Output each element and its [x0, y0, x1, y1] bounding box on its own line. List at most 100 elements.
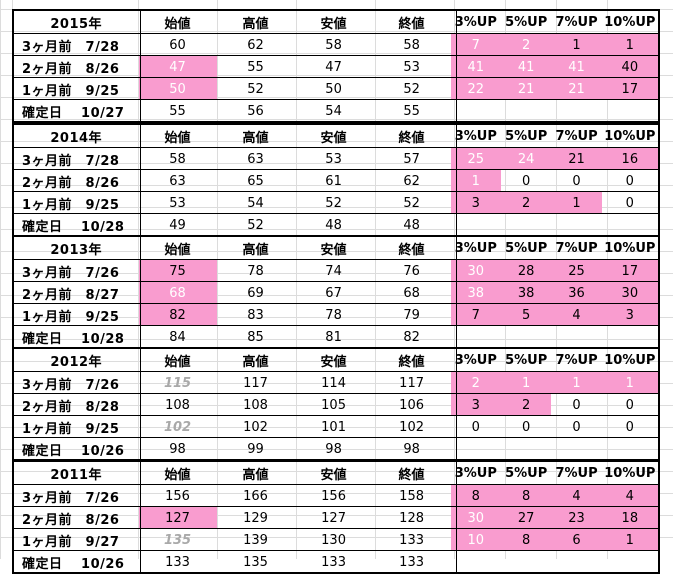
value-cell[interactable]: 68 [403, 285, 420, 301]
value-cell[interactable]: 48 [403, 217, 420, 233]
column-header[interactable]: 高値 [242, 130, 269, 146]
value-cell[interactable]: 60 [169, 37, 186, 53]
value-cell[interactable]: 52 [325, 195, 342, 211]
value-cell[interactable]: 58 [325, 37, 342, 53]
value-cell[interactable]: 117 [243, 375, 268, 391]
value-cell[interactable]: 79 [403, 307, 420, 323]
value-cell[interactable]: 2 [500, 34, 552, 56]
value-cell[interactable]: 50 [325, 81, 342, 97]
column-header[interactable]: 終値 [398, 130, 425, 146]
year-label[interactable]: 2015年 [50, 16, 103, 32]
value-cell[interactable]: 133 [399, 532, 424, 548]
value-cell[interactable]: 1 [601, 34, 658, 56]
row-label[interactable]: 1ヶ月前 9/25 [22, 421, 120, 437]
value-cell[interactable] [501, 551, 551, 573]
value-cell[interactable]: 108 [165, 397, 190, 413]
value-cell[interactable] [501, 326, 551, 348]
value-cell[interactable]: 129 [243, 510, 268, 526]
value-cell[interactable]: 156 [321, 488, 346, 504]
column-header[interactable]: 5%UP [505, 128, 548, 144]
value-cell[interactable] [551, 214, 601, 236]
year-label[interactable]: 2014年 [50, 130, 103, 146]
value-cell[interactable]: 68 [138, 282, 217, 304]
value-cell[interactable]: 8 [450, 485, 501, 507]
value-cell[interactable]: 1 [601, 529, 658, 551]
column-header[interactable]: 安値 [320, 467, 347, 483]
value-cell[interactable]: 102 [243, 419, 268, 435]
value-cell[interactable]: 52 [403, 195, 420, 211]
value-cell[interactable]: 1 [450, 170, 501, 192]
value-cell[interactable]: 30 [601, 282, 658, 304]
value-cell[interactable] [602, 214, 658, 236]
row-label[interactable]: 3ヶ月前 7/26 [22, 265, 120, 281]
value-cell[interactable]: 49 [169, 217, 186, 233]
value-cell[interactable]: 75 [138, 260, 217, 282]
column-header[interactable]: 5%UP [505, 465, 548, 481]
value-cell[interactable]: 0 [521, 419, 531, 435]
value-cell[interactable]: 30 [450, 507, 501, 529]
value-cell[interactable]: 56 [247, 103, 264, 119]
column-header[interactable]: 終値 [398, 467, 425, 483]
column-header[interactable]: 安値 [320, 354, 347, 370]
value-cell[interactable]: 52 [403, 81, 420, 97]
column-header[interactable]: 3%UP [454, 128, 497, 144]
value-cell[interactable]: 78 [325, 307, 342, 323]
value-cell[interactable]: 0 [572, 397, 581, 413]
column-header[interactable]: 始値 [164, 16, 191, 32]
column-header[interactable]: 終値 [398, 16, 425, 32]
value-cell[interactable]: 128 [399, 510, 424, 526]
value-cell[interactable] [451, 551, 501, 573]
value-cell[interactable]: 2 [500, 192, 552, 214]
column-header[interactable]: 5%UP [505, 240, 548, 256]
value-cell[interactable]: 63 [169, 173, 186, 189]
value-cell[interactable]: 17 [601, 260, 658, 282]
row-label[interactable]: 3ヶ月前 7/26 [22, 377, 120, 393]
value-cell[interactable]: 48 [325, 217, 342, 233]
value-cell[interactable]: 54 [247, 195, 264, 211]
row-label[interactable]: 確定日 10/28 [22, 219, 125, 235]
value-cell[interactable]: 0 [625, 419, 634, 435]
value-cell[interactable]: 156 [165, 488, 190, 504]
value-cell[interactable]: 23 [551, 507, 602, 529]
column-header[interactable]: 10%UP [604, 465, 656, 481]
column-header[interactable]: 7%UP [555, 14, 598, 30]
column-header[interactable]: 3%UP [454, 14, 497, 30]
row-label[interactable]: 確定日 10/28 [22, 331, 125, 347]
value-cell[interactable]: 57 [403, 151, 420, 167]
value-cell[interactable]: 7 [450, 304, 501, 326]
column-header[interactable]: 終値 [398, 242, 425, 258]
row-label[interactable]: 1ヶ月前 9/25 [22, 197, 120, 213]
value-cell[interactable] [451, 438, 501, 460]
column-header[interactable]: 始値 [164, 467, 191, 483]
row-label[interactable]: 1ヶ月前 9/27 [22, 534, 120, 550]
value-cell[interactable]: 67 [325, 285, 342, 301]
row-label[interactable]: 1ヶ月前 9/25 [22, 309, 120, 325]
column-header[interactable]: 7%UP [555, 465, 598, 481]
value-cell[interactable]: 53 [325, 151, 342, 167]
column-header[interactable]: 3%UP [454, 465, 497, 481]
value-cell[interactable]: 76 [403, 263, 420, 279]
value-cell[interactable]: 2 [500, 394, 552, 416]
value-cell[interactable]: 85 [247, 329, 264, 345]
column-header[interactable]: 安値 [320, 16, 347, 32]
value-cell[interactable]: 28 [500, 260, 552, 282]
row-label[interactable]: 2ヶ月前 8/26 [22, 61, 120, 77]
column-header[interactable]: 10%UP [604, 352, 656, 368]
value-cell[interactable]: 4 [601, 485, 658, 507]
value-cell[interactable]: 5 [500, 304, 552, 326]
value-cell[interactable] [501, 438, 551, 460]
value-cell[interactable]: 0 [572, 419, 581, 435]
value-cell[interactable]: 47 [138, 56, 217, 78]
value-cell[interactable] [602, 551, 658, 573]
value-cell[interactable]: 101 [321, 419, 346, 435]
value-cell[interactable]: 133 [399, 554, 424, 570]
value-cell[interactable]: 16 [601, 148, 658, 170]
value-cell[interactable]: 81 [325, 329, 342, 345]
column-header[interactable]: 10%UP [604, 128, 656, 144]
value-cell[interactable]: 7 [450, 34, 501, 56]
row-label[interactable]: 2ヶ月前 8/28 [22, 399, 120, 415]
column-header[interactable]: 始値 [164, 130, 191, 146]
row-label[interactable]: 2ヶ月前 8/27 [22, 287, 120, 303]
value-cell[interactable]: 63 [247, 151, 264, 167]
value-cell[interactable]: 114 [321, 375, 346, 391]
